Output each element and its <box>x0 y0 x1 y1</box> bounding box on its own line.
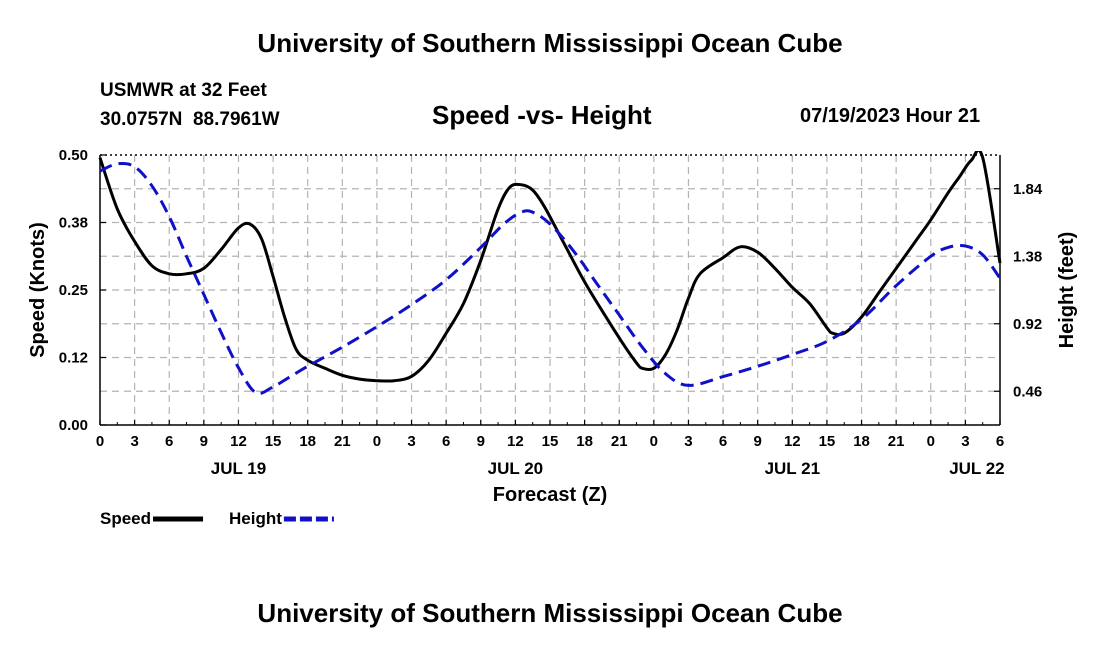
x-tick-label: 21 <box>334 433 351 450</box>
x-axis-title: Forecast (Z) <box>493 484 607 506</box>
y-right-tick-label: 0.46 <box>1013 383 1042 400</box>
x-tick-label: 21 <box>888 433 905 450</box>
footer-title: University of Southern Mississippi Ocean… <box>257 598 843 628</box>
y-right-tick-label: 1.38 <box>1013 248 1042 265</box>
x-tick-label: 18 <box>576 433 593 450</box>
y-left-tick-label: 0.38 <box>59 215 88 232</box>
x-tick-label: 6 <box>165 433 173 450</box>
x-tick-label: 9 <box>477 433 485 450</box>
y-left-tick-label: 0.25 <box>59 282 88 299</box>
y-right-tick-label: 0.92 <box>1013 316 1042 333</box>
legend-label: Height <box>229 509 282 528</box>
x-tick-label: 0 <box>373 433 381 450</box>
x-tick-label: 18 <box>299 433 316 450</box>
x-tick-label: 6 <box>442 433 450 450</box>
x-tick-label: 9 <box>200 433 208 450</box>
y-axis-right-title: Height (feet) <box>1056 232 1078 349</box>
x-tick-label: 3 <box>130 433 138 450</box>
legend-label: Speed <box>100 509 151 528</box>
x-tick-label: 15 <box>819 433 836 450</box>
x-tick-label: 12 <box>784 433 801 450</box>
x-tick-label: 12 <box>230 433 247 450</box>
y-left-tick-label: 0.50 <box>59 147 88 164</box>
station-coords: 30.0757N 88.7961W <box>100 109 280 130</box>
x-tick-label: 3 <box>684 433 692 450</box>
series-line-height <box>99 161 1002 396</box>
x-tick-label: 6 <box>996 433 1004 450</box>
x-tick-label: 6 <box>719 433 727 450</box>
date-label: JUL 19 <box>211 459 266 478</box>
x-tick-label: 15 <box>542 433 559 450</box>
y-left-tick-label: 0.00 <box>59 417 88 434</box>
date-label: JUL 22 <box>949 459 1004 478</box>
x-tick-label: 0 <box>650 433 658 450</box>
y-left-tick-label: 0.12 <box>59 350 88 367</box>
page-title: University of Southern Mississippi Ocean… <box>257 28 843 58</box>
chart-subtitle: Speed -vs- Height <box>432 100 652 130</box>
x-tick-label: 3 <box>961 433 969 450</box>
x-tick-label: 0 <box>927 433 935 450</box>
x-tick-label: 21 <box>611 433 628 450</box>
x-tick-label: 18 <box>853 433 870 450</box>
date-label: JUL 20 <box>488 459 543 478</box>
x-tick-label: 0 <box>96 433 104 450</box>
x-tick-label: 12 <box>507 433 524 450</box>
x-tick-label: 3 <box>407 433 415 450</box>
x-tick-label: 15 <box>265 433 282 450</box>
x-tick-label: 9 <box>754 433 762 450</box>
station-name: USMWR at 32 Feet <box>100 80 267 101</box>
station-info: USMWR at 32 Feet 30.0757N 88.7961W <box>100 76 280 134</box>
y-right-tick-label: 1.84 <box>1013 181 1043 198</box>
y-axis-left-title: Speed (Knots) <box>27 222 49 358</box>
date-label: JUL 21 <box>765 459 820 478</box>
date-stamp: 07/19/2023 Hour 21 <box>800 105 981 127</box>
